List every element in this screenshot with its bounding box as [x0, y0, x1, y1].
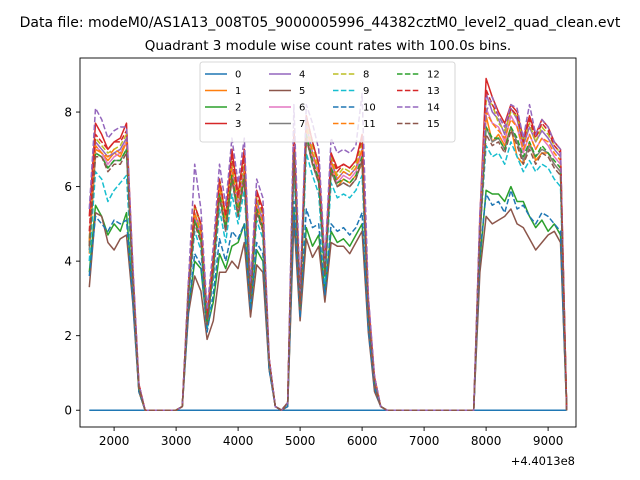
legend-label-10: 10	[363, 103, 376, 114]
series-line-14	[88, 92, 568, 411]
legend-frame	[199, 61, 456, 143]
x-tick-label: 5000	[285, 434, 316, 448]
legend-label-1: 1	[235, 86, 241, 97]
series-line-15	[88, 129, 568, 411]
x-offset-label: +4.4013e8	[511, 454, 575, 468]
x-tick-label: 7000	[409, 434, 440, 448]
legend-label-2: 2	[235, 103, 241, 114]
y-tick-label: 4	[64, 255, 72, 269]
figure-suptitle: Data file: modeM0/AS1A13_008T05_90000059…	[20, 15, 621, 31]
legend-label-3: 3	[235, 119, 241, 130]
legend-label-12: 12	[427, 70, 440, 81]
legend-label-11: 11	[363, 119, 376, 130]
legend-label-15: 15	[427, 119, 440, 130]
x-tick-label: 2000	[99, 434, 130, 448]
chart-title: Quadrant 3 module wise count rates with …	[145, 38, 511, 54]
x-tick-label: 6000	[347, 434, 378, 448]
legend-label-8: 8	[363, 70, 369, 81]
legend-label-4: 4	[299, 70, 305, 81]
y-tick-label: 0	[64, 404, 72, 418]
x-tick-label: 8000	[471, 434, 502, 448]
axes-frame	[79, 57, 577, 428]
legend-label-9: 9	[363, 86, 369, 97]
legend-label-14: 14	[427, 103, 440, 114]
x-tick-label: 4000	[223, 434, 254, 448]
y-tick-label: 2	[64, 329, 72, 343]
x-tick-label: 3000	[161, 434, 192, 448]
series-line-10	[88, 189, 568, 411]
y-tick-label: 6	[64, 180, 72, 194]
legend-label-5: 5	[299, 86, 305, 97]
legend-label-7: 7	[299, 119, 305, 130]
y-tick-label: 8	[64, 106, 72, 120]
legend-label-6: 6	[299, 103, 305, 114]
legend-label-0: 0	[235, 70, 241, 81]
legend-label-13: 13	[427, 86, 440, 97]
plot-area: 2000 3000 4000 5000 6000 7000 8000 9000 0 2 4 6 8	[64, 57, 577, 448]
x-tick-label: 9000	[533, 434, 564, 448]
series-group	[88, 77, 568, 411]
